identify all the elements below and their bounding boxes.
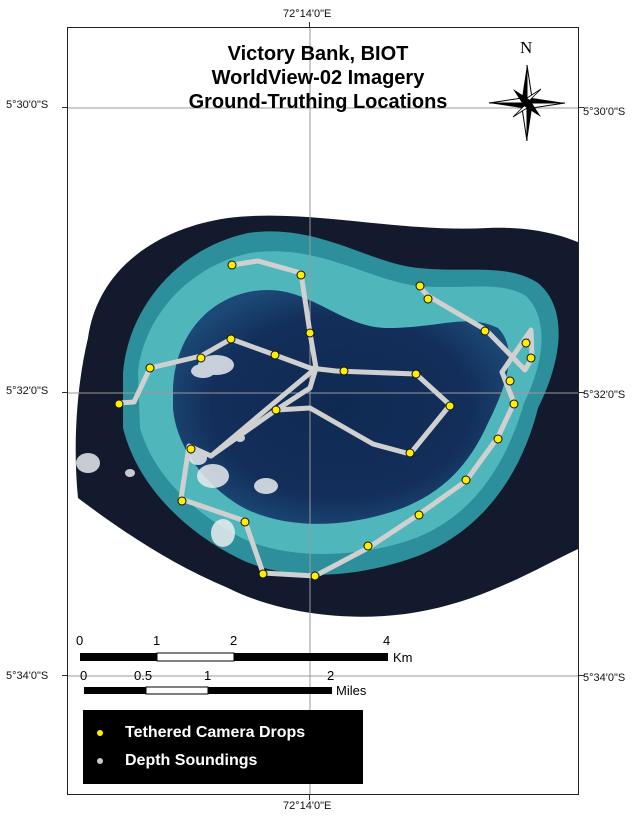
lat-label-right-534: 5°34'0"S bbox=[583, 672, 626, 684]
miles-scalebar bbox=[84, 686, 332, 695]
legend-sounding-label: Depth Soundings bbox=[125, 752, 258, 769]
km-tick-2: 2 bbox=[230, 633, 238, 648]
legend-item-camera: Tethered Camera Drops bbox=[97, 722, 305, 744]
mile-tick-0: 0 bbox=[80, 668, 88, 683]
tick-lon-top bbox=[309, 22, 310, 27]
tick-lon-bottom bbox=[309, 795, 310, 800]
km-tick-1: 1 bbox=[153, 633, 161, 648]
legend-item-sounding: Depth Soundings bbox=[97, 750, 257, 772]
title-line-3: Ground-Truthing Locations bbox=[188, 91, 448, 113]
tick-lat-left-534 bbox=[62, 675, 67, 676]
miles-unit: Miles bbox=[336, 683, 367, 698]
mile-tick-0-5: 0.5 bbox=[134, 668, 153, 683]
tick-lat-right-534 bbox=[579, 675, 584, 676]
mile-tick-1: 1 bbox=[204, 668, 212, 683]
km-tick-0: 0 bbox=[76, 633, 84, 648]
tick-lat-left-530 bbox=[62, 107, 67, 108]
depth-sounding-symbol-icon bbox=[97, 758, 103, 764]
legend-camera-label: Tethered Camera Drops bbox=[125, 724, 306, 741]
km-unit: Km bbox=[393, 650, 413, 665]
lat-label-left-532: 5°32'0"S bbox=[6, 385, 49, 397]
lat-label-left-534: 5°34'0"S bbox=[6, 670, 49, 682]
tick-lat-right-530 bbox=[579, 107, 584, 108]
lat-label-right-532: 5°32'0"S bbox=[583, 389, 626, 401]
camera-drop-points bbox=[114, 260, 536, 581]
legend: Tethered Camera Drops Depth Soundings bbox=[83, 710, 363, 784]
map-canvas bbox=[68, 28, 578, 794]
north-arrow bbox=[488, 64, 566, 142]
map-frame: Victory Bank, BIOT WorldView-02 Imagery … bbox=[67, 27, 579, 795]
tick-lat-left-532 bbox=[62, 392, 67, 393]
lat-label-right-530: 5°30'0"S bbox=[583, 106, 626, 118]
title-line-2: WorldView-02 Imagery bbox=[211, 67, 425, 89]
lon-label-top: 72°14'0"E bbox=[283, 8, 332, 20]
north-label: N bbox=[520, 38, 533, 57]
km-scalebar bbox=[80, 652, 388, 662]
camera-drop-symbol-icon bbox=[97, 730, 103, 736]
lat-label-left-530: 5°30'0"S bbox=[6, 99, 49, 111]
map-title: Victory Bank, BIOT WorldView-02 Imagery … bbox=[178, 42, 458, 114]
tick-lat-right-532 bbox=[579, 392, 584, 393]
mile-tick-2: 2 bbox=[327, 668, 335, 683]
lon-label-bottom: 72°14'0"E bbox=[283, 800, 332, 812]
title-line-1: Victory Bank, BIOT bbox=[227, 43, 409, 65]
km-tick-4: 4 bbox=[383, 633, 391, 648]
